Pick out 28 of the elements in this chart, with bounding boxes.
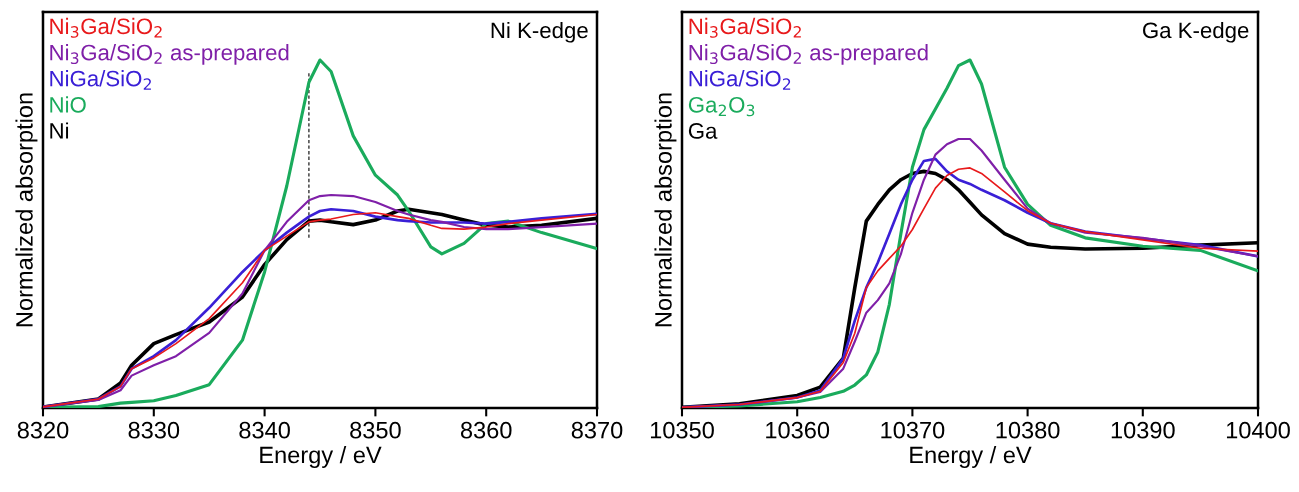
x-tick-label: 10380 xyxy=(996,421,1060,439)
text: Ga xyxy=(688,123,718,139)
text: Ni xyxy=(50,122,69,139)
x-tick-label: 10390 xyxy=(1111,421,1175,439)
x-tick-label: 10350 xyxy=(650,421,714,439)
text: NiO xyxy=(50,96,86,113)
x-tick-label: 8340 xyxy=(239,421,290,439)
x-tick-label: 10400 xyxy=(1226,421,1290,439)
chart-title: Ga K-edge xyxy=(1143,21,1249,43)
x-axis-title: Energy / eV xyxy=(910,445,1032,468)
text: Ni$_{3}$Ga/SiO$_{2}$ as-prepared xyxy=(689,44,928,65)
text: Ni$_{3}$Ga/SiO$_{2}$ xyxy=(50,17,162,38)
text: Ni$_{3}$Ga/SiO$_{2}$ as-prepared xyxy=(50,44,289,65)
y-axis-title: Normalized absorption xyxy=(15,93,38,327)
text: Ni$_{3}$Ga/SiO$_{2}$ xyxy=(689,17,801,38)
text: Ga$_{2}$O$_{3}$ xyxy=(688,96,755,117)
x-tick-label: 8330 xyxy=(128,421,180,439)
y-axis-title: Normalized absorption xyxy=(654,93,677,327)
x-tick-label: 8370 xyxy=(571,421,623,439)
x-tick-label: 8320 xyxy=(17,421,69,439)
x-axis-title: Energy / eV xyxy=(260,445,382,468)
x-tick-label: 8360 xyxy=(460,421,512,439)
x-tick-label: 8350 xyxy=(350,421,401,439)
text: NiGa/SiO$_{2}$ xyxy=(50,70,151,90)
x-tick-label: 10370 xyxy=(881,421,945,439)
text: NiGa/SiO$_{2}$ xyxy=(689,70,791,90)
x-tick-label: 10360 xyxy=(766,421,830,439)
chart-title: Ni K-edge xyxy=(491,21,588,43)
